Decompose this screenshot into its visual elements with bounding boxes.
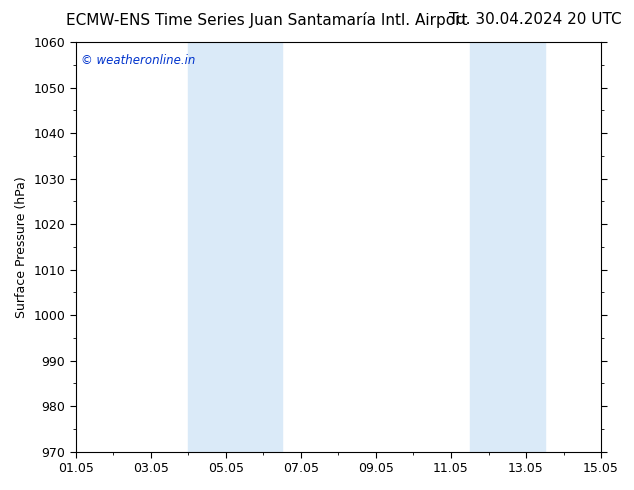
Bar	[470, 42, 545, 452]
Text: ECMW-ENS Time Series Juan Santamaría Intl. Airport: ECMW-ENS Time Series Juan Santamaría Int…	[65, 12, 467, 28]
Bar	[188, 42, 282, 452]
Text: Tu. 30.04.2024 20 UTC: Tu. 30.04.2024 20 UTC	[449, 12, 621, 27]
Text: © weatheronline.in: © weatheronline.in	[81, 54, 195, 67]
Y-axis label: Surface Pressure (hPa): Surface Pressure (hPa)	[15, 176, 28, 318]
